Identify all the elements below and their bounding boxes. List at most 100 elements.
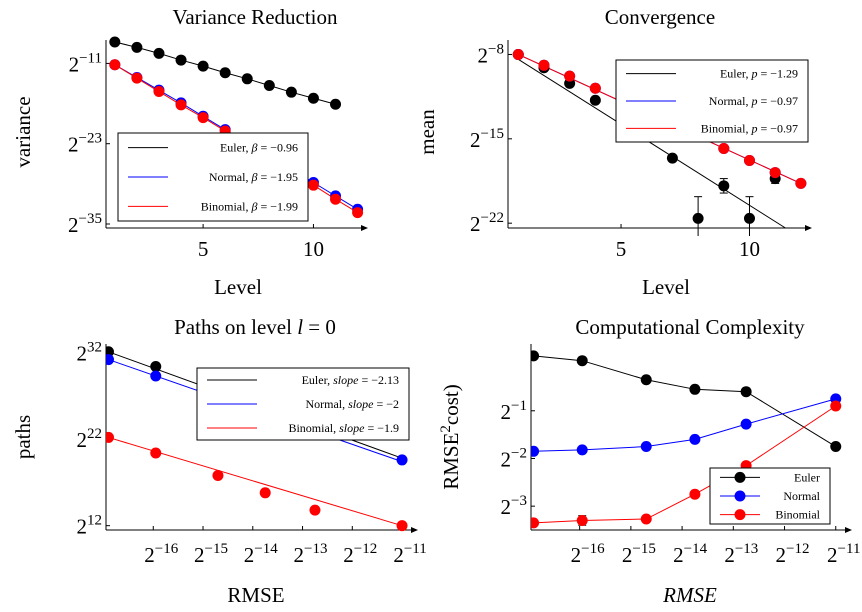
data-point bbox=[512, 48, 524, 60]
data-point bbox=[396, 454, 408, 466]
tick-base: 2 bbox=[470, 128, 481, 152]
x-tick-label: 2−13 bbox=[724, 541, 758, 567]
label-text: = 0 bbox=[303, 315, 336, 339]
tick-base: 2 bbox=[478, 43, 489, 67]
legend-entry: Normal, slope = −2 bbox=[305, 397, 399, 411]
x-tick-label: 10 bbox=[303, 237, 324, 261]
series-binomial bbox=[106, 431, 408, 532]
data-point bbox=[689, 433, 701, 445]
tick-exponent: −15 bbox=[632, 541, 655, 557]
legend-entry: Euler, β = −0.96 bbox=[220, 141, 298, 155]
tick-exponent: −35 bbox=[79, 211, 102, 227]
tick-exponent: −22 bbox=[481, 210, 504, 226]
data-point bbox=[285, 86, 297, 98]
data-point bbox=[307, 92, 319, 104]
data-point bbox=[718, 142, 730, 154]
chart-3: Paths on level l = 02−16 2−15 2−14 2−13 2−12… bbox=[11, 315, 427, 607]
x-tick-label: 2−13 bbox=[294, 541, 328, 567]
legend-entry: Binomial, slope = −1.9 bbox=[288, 421, 399, 435]
data-point bbox=[589, 94, 601, 106]
data-point bbox=[795, 177, 807, 189]
data-point bbox=[131, 72, 143, 84]
label-math-symbol: slope bbox=[348, 397, 374, 411]
data-point bbox=[531, 517, 540, 529]
y-tick-label: 2−11 bbox=[69, 50, 102, 76]
legend: Euler, slope = −2.13 Normal, slope = −2 Bi… bbox=[196, 367, 410, 441]
y-tick-label: 2−22 bbox=[470, 210, 504, 236]
tick-base: 2 bbox=[294, 543, 305, 567]
tick-exponent: −23 bbox=[79, 131, 102, 147]
tick-exponent: −13 bbox=[304, 541, 327, 557]
data-point bbox=[150, 370, 162, 382]
label-math-symbol: l bbox=[297, 315, 303, 339]
data-point bbox=[109, 36, 121, 48]
tick-base: 2 bbox=[501, 400, 512, 424]
x-axis-arrow bbox=[411, 527, 418, 533]
data-point bbox=[830, 400, 842, 412]
tick-exponent: −11 bbox=[404, 541, 427, 557]
data-point bbox=[150, 360, 162, 372]
legend-entry: Euler bbox=[794, 470, 820, 484]
data-point bbox=[352, 207, 364, 219]
tick-exponent: −8 bbox=[488, 41, 504, 57]
x-tick-label: 2−11 bbox=[827, 541, 860, 567]
label-text: = −1.95 bbox=[257, 170, 298, 184]
legend-swatch-marker bbox=[734, 490, 746, 502]
x-axis-label: RMSE bbox=[662, 583, 717, 607]
label-text: = −0.97 bbox=[757, 94, 798, 108]
x-tick-label: 2−14 bbox=[244, 541, 278, 567]
data-point bbox=[666, 152, 678, 164]
x-tick-label: 2−11 bbox=[393, 541, 426, 567]
label-text: cost) bbox=[439, 384, 463, 425]
data-point bbox=[769, 167, 781, 179]
label-text: Normal, bbox=[305, 397, 348, 411]
data-point bbox=[531, 350, 540, 362]
label-text: Normal, bbox=[209, 170, 252, 184]
data-point bbox=[131, 41, 143, 53]
data-point bbox=[830, 441, 842, 453]
y-tick-label: 232 bbox=[77, 340, 103, 366]
legend-entry: Binomial, β = −1.99 bbox=[201, 199, 298, 213]
series-line bbox=[533, 398, 836, 452]
data-point bbox=[743, 155, 755, 167]
label-text: Binomial, bbox=[201, 199, 252, 213]
data-point bbox=[150, 447, 162, 459]
tick-exponent: −2 bbox=[511, 445, 527, 461]
data-point bbox=[263, 79, 275, 91]
legend-entry: Normal, p = −0.97 bbox=[709, 94, 798, 108]
data-point bbox=[576, 444, 588, 456]
x-tick-label: 5 bbox=[198, 237, 209, 261]
y-tick-label: 2−3 bbox=[501, 493, 527, 519]
series-line bbox=[533, 355, 837, 447]
tick-base: 2 bbox=[343, 543, 354, 567]
x-axis-arrow bbox=[845, 527, 852, 533]
label-text: Euler, bbox=[720, 67, 752, 81]
label-text: = −0.97 bbox=[757, 121, 798, 135]
x-tick-label: 2−12 bbox=[776, 541, 810, 567]
y-axis-label: variance bbox=[11, 96, 35, 167]
tick-base: 2 bbox=[244, 543, 255, 567]
label-math-symbol: β bbox=[250, 199, 257, 213]
label-math-symbol: p bbox=[750, 94, 757, 108]
data-point bbox=[309, 504, 321, 516]
fit-line bbox=[518, 58, 786, 229]
label-text: = −1.99 bbox=[257, 199, 298, 213]
data-point bbox=[330, 193, 342, 205]
label-math-symbol: β bbox=[250, 170, 257, 184]
label-math-symbol: β bbox=[250, 141, 257, 155]
data-point bbox=[109, 59, 121, 71]
x-tick-label: 5 bbox=[616, 237, 627, 261]
label-text: = −2 bbox=[373, 397, 399, 411]
y-tick-label: 2−23 bbox=[68, 131, 102, 157]
tick-base: 2 bbox=[77, 342, 88, 366]
tick-base: 2 bbox=[144, 543, 155, 567]
y-tick-label: 2−2 bbox=[501, 445, 527, 471]
y-axis-label: mean bbox=[415, 109, 439, 155]
label-text: Paths on level bbox=[174, 315, 297, 339]
tick-base: 2 bbox=[827, 543, 838, 567]
legend-entry: Binomial, p = −0.97 bbox=[701, 121, 798, 135]
data-point bbox=[307, 179, 319, 191]
data-point bbox=[589, 82, 601, 94]
